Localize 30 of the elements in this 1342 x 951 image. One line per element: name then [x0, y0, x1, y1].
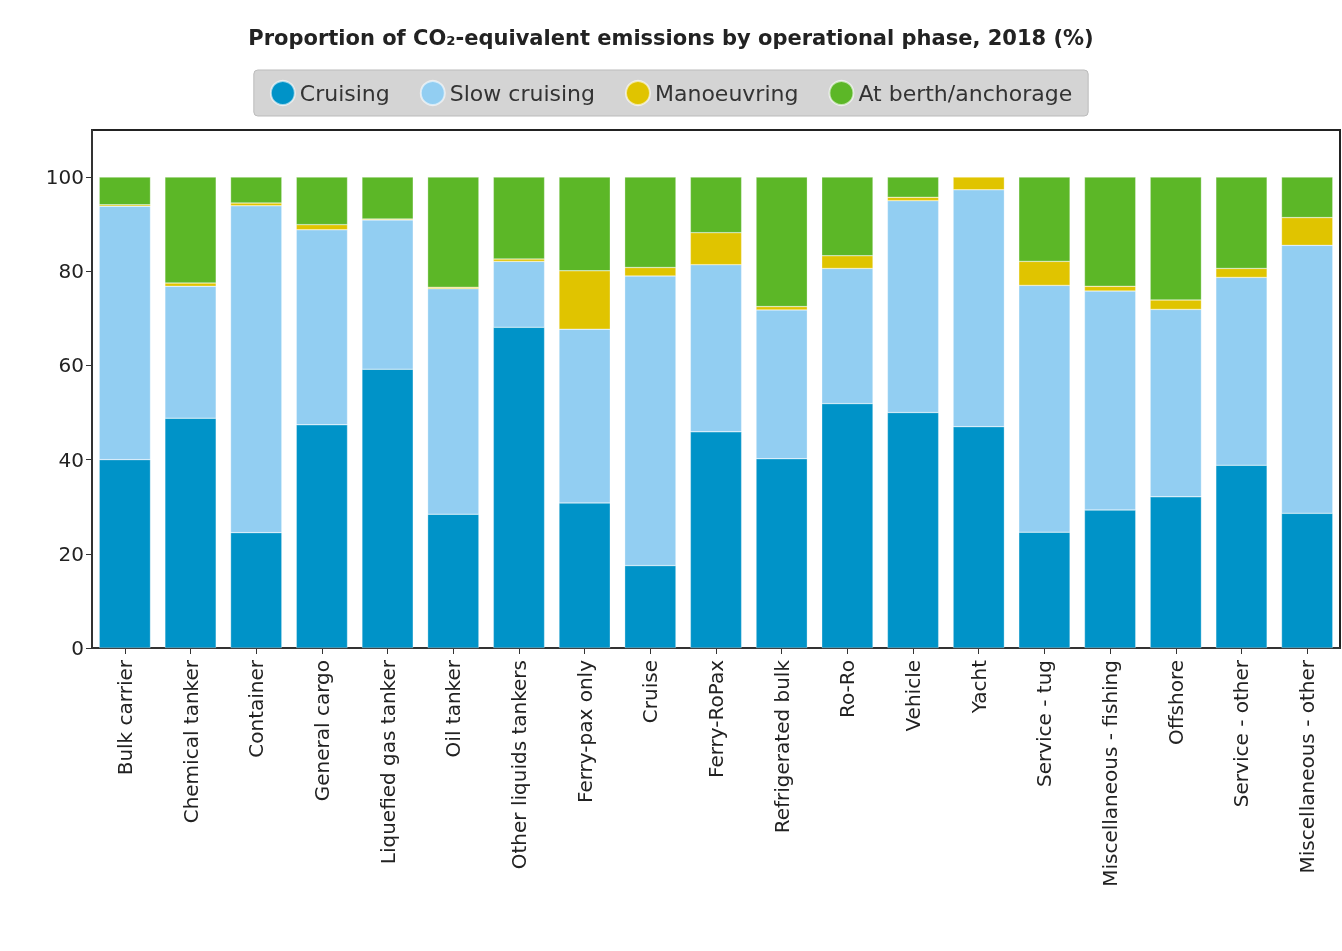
- legend-label: Cruising: [299, 80, 390, 106]
- x-tick-label: Cruise: [638, 660, 663, 724]
- y-tick-label: 0: [71, 636, 84, 660]
- y-tick-label: 40: [58, 447, 84, 472]
- y-tick-label: 20: [58, 541, 84, 566]
- legend-label: At berth/anchorage: [858, 80, 1073, 106]
- x-tick-label: Service - other: [1229, 659, 1254, 808]
- x-tick-label: Offshore: [1163, 660, 1188, 745]
- x-tick-label: Container: [244, 659, 269, 758]
- legend-label: Slow cruising: [449, 80, 595, 106]
- x-tick-label: Refrigerated bulk: [769, 659, 794, 834]
- x-tick-label: General cargo: [309, 660, 334, 802]
- legend-label: Manoeuvring: [654, 80, 799, 106]
- y-tick-label: 100: [45, 165, 84, 190]
- x-tick-label: Ro-Ro: [835, 660, 860, 719]
- x-tick-label: Ferry-RoPax: [704, 659, 728, 778]
- x-tick-label: Service - tug: [1032, 660, 1057, 788]
- x-tick-label: Chemical tanker: [178, 659, 203, 824]
- chart-title: Proportion of CO₂-equivalent emissions by operational phase, 2018 (%): [248, 25, 1094, 50]
- x-tick-label: Yacht: [966, 659, 991, 715]
- x-tick-label: Oil tanker: [441, 659, 466, 758]
- x-tick-label: Bulk carrier: [112, 659, 137, 776]
- x-tick-label: Miscellaneous - other: [1295, 659, 1320, 874]
- y-tick-label: 60: [58, 353, 84, 378]
- y-tick-label: 80: [58, 259, 84, 284]
- x-tick-label: Vehicle: [901, 660, 926, 732]
- x-tick-label: Ferry-pax only: [572, 659, 597, 803]
- x-tick-label: Miscellaneous - fishing: [1098, 660, 1123, 887]
- x-tick-label: Liquefied gas tanker: [375, 659, 400, 865]
- x-tick-label: Other liquids tankers: [506, 660, 531, 870]
